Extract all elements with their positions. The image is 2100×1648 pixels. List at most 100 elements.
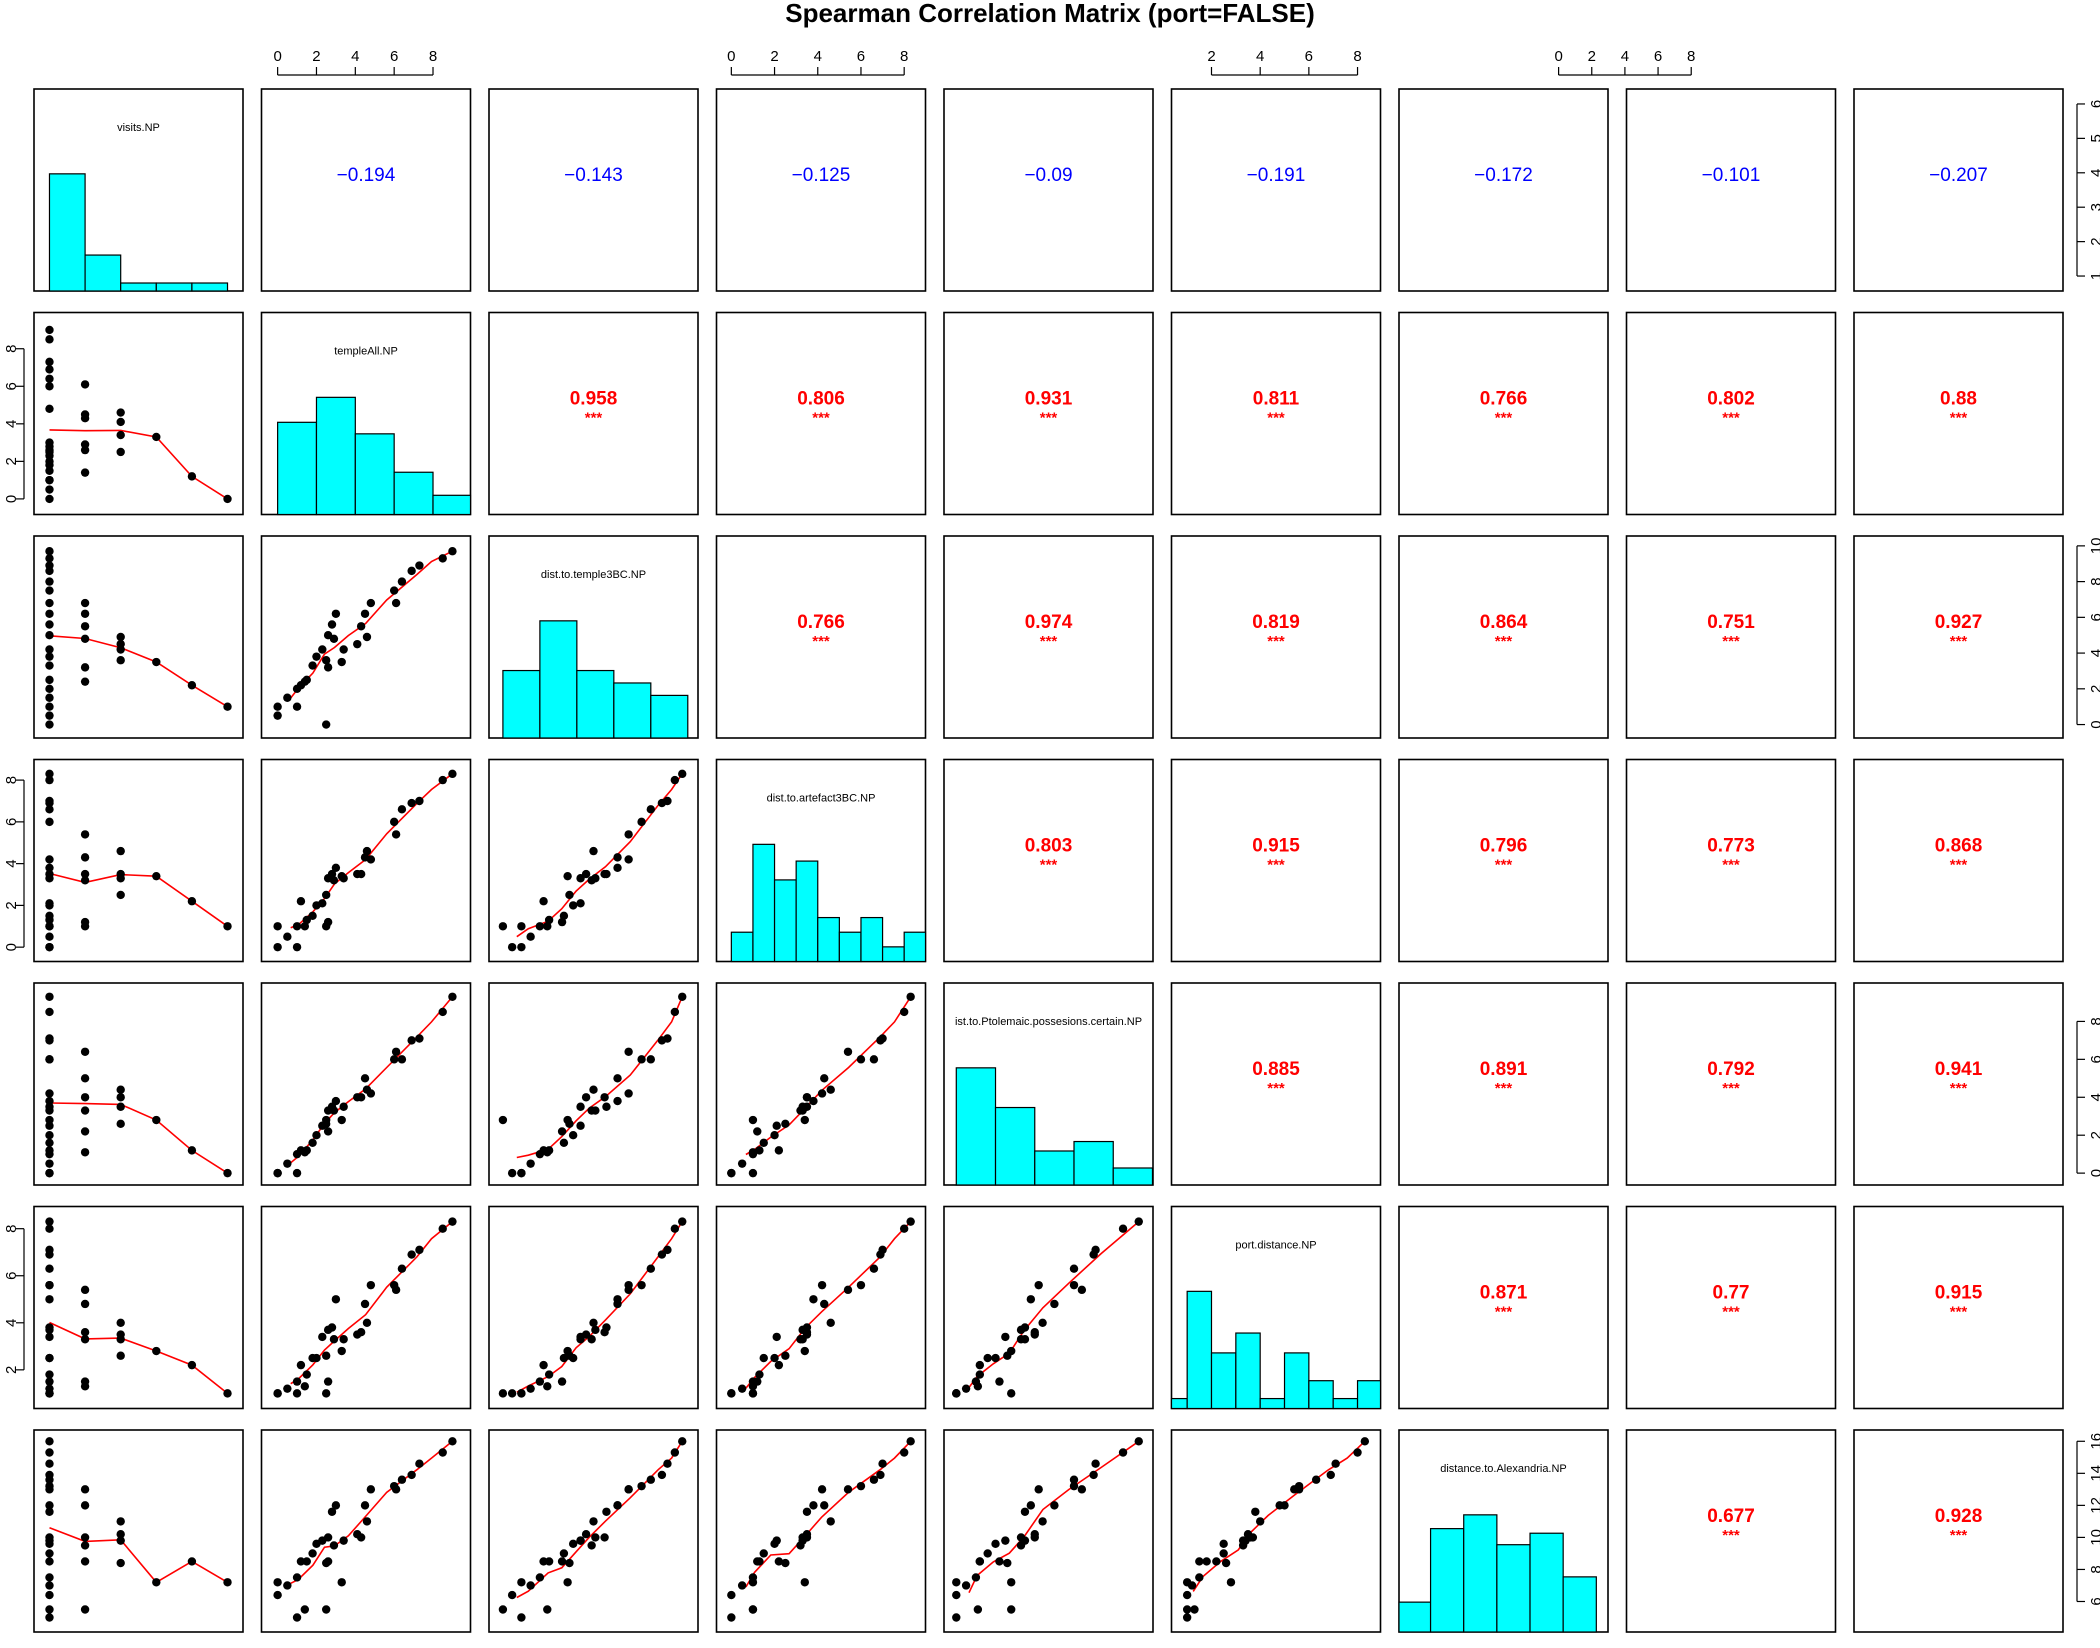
- hist-bar-v5-3: [1235, 1332, 1261, 1410]
- panel-r5-c8: [1853, 1205, 2064, 1410]
- left-tick-label-r3-4: 8: [3, 776, 20, 784]
- point-r5-c4-23: [995, 1377, 1004, 1386]
- point-r4-c3-17: [748, 1115, 758, 1125]
- right-tick-label-r2-5: 10: [2088, 538, 2100, 555]
- correlation-value-r0-c4: −0.09: [1024, 165, 1072, 186]
- point-r6-c2-9: [591, 1533, 600, 1542]
- point-r4-c1-5: [389, 1055, 399, 1064]
- point-r5-c4-0: [1134, 1217, 1143, 1226]
- significance-stars-r1-c4: ***: [1040, 410, 1058, 427]
- point-r6-c5-25: [1255, 1517, 1265, 1526]
- point-r4-c1-26: [353, 1093, 362, 1102]
- correlation-value-r1-c7: 0.802: [1707, 389, 1755, 410]
- point-r3-c2-11: [568, 901, 578, 910]
- point-r5-c3-4: [869, 1264, 879, 1273]
- correlation-value-r2-c4: 0.974: [1025, 612, 1073, 633]
- panel-r4-c2: [488, 982, 699, 1186]
- point-r3-c0-9: [45, 874, 54, 883]
- point-r4-c1-25: [362, 1085, 372, 1094]
- point-r6-c3-23: [753, 1557, 762, 1566]
- significance-stars-r1-c5: ***: [1267, 410, 1285, 427]
- point-r5-c1-27: [339, 1335, 348, 1344]
- left-tick-label-r3-2: 4: [3, 859, 20, 867]
- point-r6-c2-24: [543, 1605, 552, 1614]
- point-r6-c4-18: [952, 1613, 961, 1622]
- point-r3-c0-19: [80, 830, 90, 839]
- significance-stars-r1-c3: ***: [812, 410, 830, 427]
- point-r5-c0-21: [80, 1328, 90, 1337]
- point-r4-c3-3: [876, 1036, 885, 1045]
- point-r5-c1-22: [329, 1335, 339, 1344]
- correlation-value-r0-c3: −0.125: [792, 165, 851, 186]
- point-r2-c0-18: [45, 702, 54, 711]
- point-r6-c4-23: [995, 1557, 1004, 1566]
- point-r4-c2-3: [657, 1036, 667, 1045]
- point-r4-c2-7: [613, 1096, 622, 1106]
- correlation-value-r4-c8: 0.941: [1935, 1059, 1983, 1080]
- point-r6-c1-17: [321, 1605, 331, 1614]
- point-r6-c3-8: [802, 1507, 812, 1516]
- point-r6-c0-19: [80, 1485, 90, 1494]
- hist-bar-v4-0: [955, 1067, 997, 1186]
- panel-r2-c1: [260, 535, 472, 739]
- panel-r5-c2: [488, 1205, 699, 1410]
- right-tick-label-r0-1: 2: [2088, 237, 2100, 245]
- point-r4-c1-11: [312, 1131, 321, 1140]
- point-r4-c0-11: [45, 1131, 54, 1140]
- point-r5-c2-14: [535, 1377, 545, 1386]
- left-tick-label-r5-1: 4: [3, 1319, 20, 1327]
- smooth-line-r6-c4: [968, 1440, 1140, 1594]
- point-r5-c2-3: [657, 1250, 667, 1259]
- hist-bar-v5-7: [1332, 1397, 1359, 1410]
- point-r6-c1-14: [292, 1573, 302, 1582]
- point-r5-c1-0: [448, 1217, 457, 1226]
- significance-stars-r3-c6: ***: [1495, 857, 1513, 874]
- point-r5-c3-10: [772, 1332, 781, 1342]
- point-r3-c1-18: [292, 942, 302, 952]
- point-r5-c3-18: [727, 1389, 736, 1398]
- hist-bar-v6-2: [1463, 1514, 1498, 1633]
- point-r3-c0-20: [80, 853, 90, 862]
- panel-r4-c8: [1853, 982, 2064, 1186]
- point-r4-c1-20: [360, 1074, 370, 1083]
- point-r6-c2-11: [568, 1539, 578, 1549]
- point-r6-c4-28: [1003, 1558, 1012, 1568]
- point-r6-c2-4: [646, 1475, 656, 1484]
- top-tick-label-c3-2: 4: [814, 48, 822, 65]
- panel-r2-c0: [33, 535, 244, 739]
- point-r6-c5-8: [1251, 1507, 1260, 1516]
- panel-r6-c4: [943, 1429, 1154, 1633]
- right-tick-label-r2-2: 4: [2088, 649, 2100, 657]
- point-r1-c0-16: [45, 494, 54, 504]
- point-r6-c3-2: [878, 1459, 887, 1468]
- hist-bar-v5-6: [1308, 1380, 1334, 1410]
- point-r6-c5-19: [1290, 1485, 1299, 1494]
- right-tick-label-r6-0: 6: [2088, 1597, 2100, 1605]
- point-r4-c2-27: [576, 1102, 585, 1111]
- point-r5-c4-9: [1016, 1325, 1026, 1335]
- significance-stars-r2-c8: ***: [1950, 633, 1968, 650]
- point-r3-c2-3: [657, 798, 667, 808]
- hist-bar-v3-6: [860, 916, 884, 963]
- point-r2-c0-1: [45, 554, 54, 563]
- point-r2-c1-21: [356, 622, 366, 631]
- panel-r4-c1: [260, 982, 472, 1186]
- point-r6-c0-28: [116, 1558, 125, 1568]
- point-r3-c1-24: [300, 922, 310, 931]
- point-r6-c0-18: [45, 1613, 54, 1622]
- top-tick-label-c1-0: 0: [273, 48, 281, 65]
- point-r6-c0-21: [80, 1533, 90, 1542]
- point-r2-c0-28: [116, 656, 125, 665]
- point-r5-c1-14: [292, 1377, 302, 1386]
- point-r4-c1-9: [323, 1106, 333, 1115]
- panel-r6-c1: [260, 1429, 472, 1633]
- point-r3-c1-22: [329, 876, 339, 885]
- point-r2-c1-19: [391, 598, 401, 608]
- point-r5-c0-27: [116, 1335, 125, 1344]
- point-r5-c2-15: [526, 1384, 535, 1393]
- top-tick-label-c1-1: 2: [312, 48, 320, 65]
- significance-stars-r4-c6: ***: [1495, 1080, 1513, 1097]
- point-r6-c4-19: [1077, 1485, 1087, 1494]
- right-tick-label-r0-3: 4: [2088, 169, 2100, 177]
